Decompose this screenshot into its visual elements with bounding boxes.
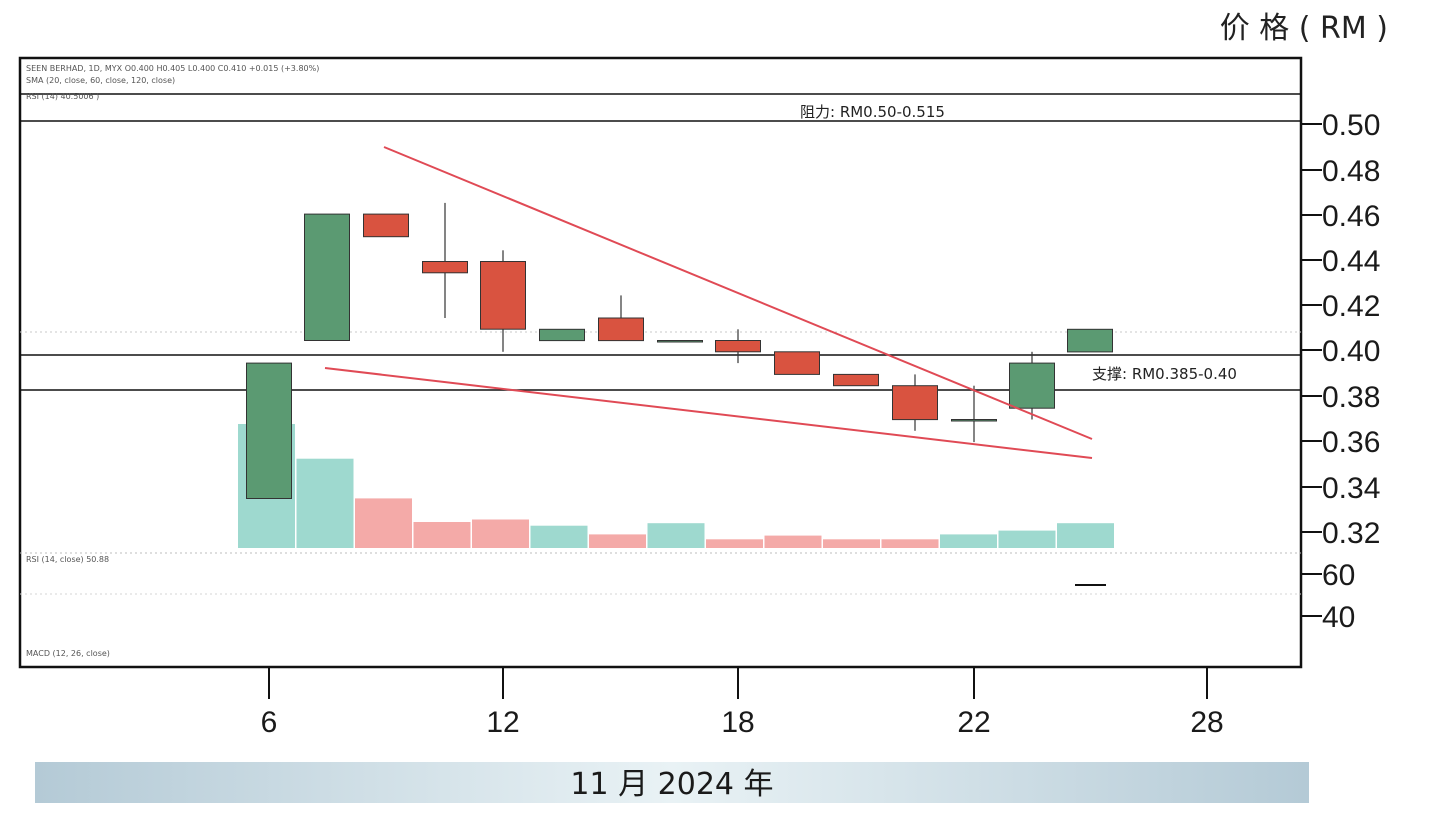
volume-bar: [823, 539, 880, 548]
volume-bar: [706, 539, 763, 548]
y-tick-label: 0.32: [1322, 517, 1380, 550]
x-tick-label: 22: [957, 706, 990, 739]
x-tick-label: 12: [486, 706, 519, 739]
y-unit-title: 价 格 ( RM ): [1220, 11, 1388, 46]
candle-down: [480, 261, 526, 330]
y-tick-label: 0.46: [1322, 200, 1380, 233]
header-line-3: RSI (14) 40.5006 ): [26, 92, 99, 101]
period-label: 11 月 2024 年: [570, 767, 773, 802]
candle-up: [539, 328, 585, 342]
volume-bar: [355, 498, 412, 548]
y-tick-label: 0.34: [1322, 472, 1380, 505]
candle-up: [246, 362, 292, 499]
volume-bar: [472, 519, 529, 548]
macd-caption: MACD (12, 26, close): [26, 649, 110, 658]
y-tick-label: 0.48: [1322, 155, 1380, 188]
x-axis: 6 12 18 22 28: [261, 667, 1224, 739]
volume-bar: [998, 530, 1056, 548]
candle-up: [304, 213, 350, 342]
volume-bar: [647, 523, 705, 548]
trendline: [383, 146, 1093, 440]
y-tick-label: 0.38: [1322, 381, 1380, 414]
rsi-caption: RSI (14, close) 50.88: [26, 555, 109, 564]
volume-bar: [589, 534, 646, 548]
y-tick-label: 0.36: [1322, 426, 1380, 459]
volume-bar: [940, 534, 997, 548]
header-line-2: SMA (20, close, 60, close, 120, close): [26, 76, 175, 85]
volume-bar: [1057, 523, 1114, 548]
x-tick-label: 18: [721, 706, 754, 739]
rsi-tick-label: 40: [1322, 601, 1355, 634]
trendlines: [324, 146, 1093, 459]
y-tick-label: 0.40: [1322, 335, 1380, 368]
candle-up: [951, 419, 997, 422]
rsi-tick-label: 60: [1322, 559, 1355, 592]
candle-down: [774, 351, 820, 375]
y-tick-label: 0.44: [1322, 245, 1380, 278]
support-label: 支撑: RM0.385-0.40: [1092, 365, 1237, 383]
candle-down: [892, 385, 938, 421]
candle-up: [1067, 328, 1113, 353]
candle-up: [1009, 362, 1055, 409]
candles: [246, 202, 1113, 499]
y-tick-label: 0.42: [1322, 290, 1380, 323]
y-tick-label: 0.50: [1322, 109, 1380, 142]
candle-down: [598, 317, 644, 342]
volume-bar: [413, 522, 471, 548]
x-tick-label: 28: [1190, 706, 1223, 739]
candle-down: [363, 213, 409, 238]
header-line-1: SEEN BERHAD, 1D, MYX O0.400 H0.405 L0.40…: [26, 64, 319, 73]
candle-up: [657, 340, 703, 343]
support-zone: 支撑: RM0.385-0.40: [20, 354, 1301, 391]
resistance-label: 阻力: RM0.50-0.515: [800, 103, 945, 121]
resistance-zone: 阻力: RM0.50-0.515: [20, 103, 1301, 122]
period-band: [35, 762, 1309, 803]
candle-down: [833, 373, 879, 387]
volume-bar: [530, 525, 588, 548]
volume-bar: [881, 539, 939, 548]
volume-bar: [296, 458, 354, 548]
x-tick-label: 6: [261, 706, 278, 739]
trendline: [324, 367, 1093, 459]
y-axis: 0.50 0.48 0.46 0.44 0.42 0.40 0.38 0.36 0.34 0.32: [1301, 109, 1380, 550]
candle-down: [715, 340, 761, 353]
plot-frame: [18, 56, 1303, 669]
volume-bar: [764, 535, 822, 548]
candle-down: [422, 261, 468, 274]
